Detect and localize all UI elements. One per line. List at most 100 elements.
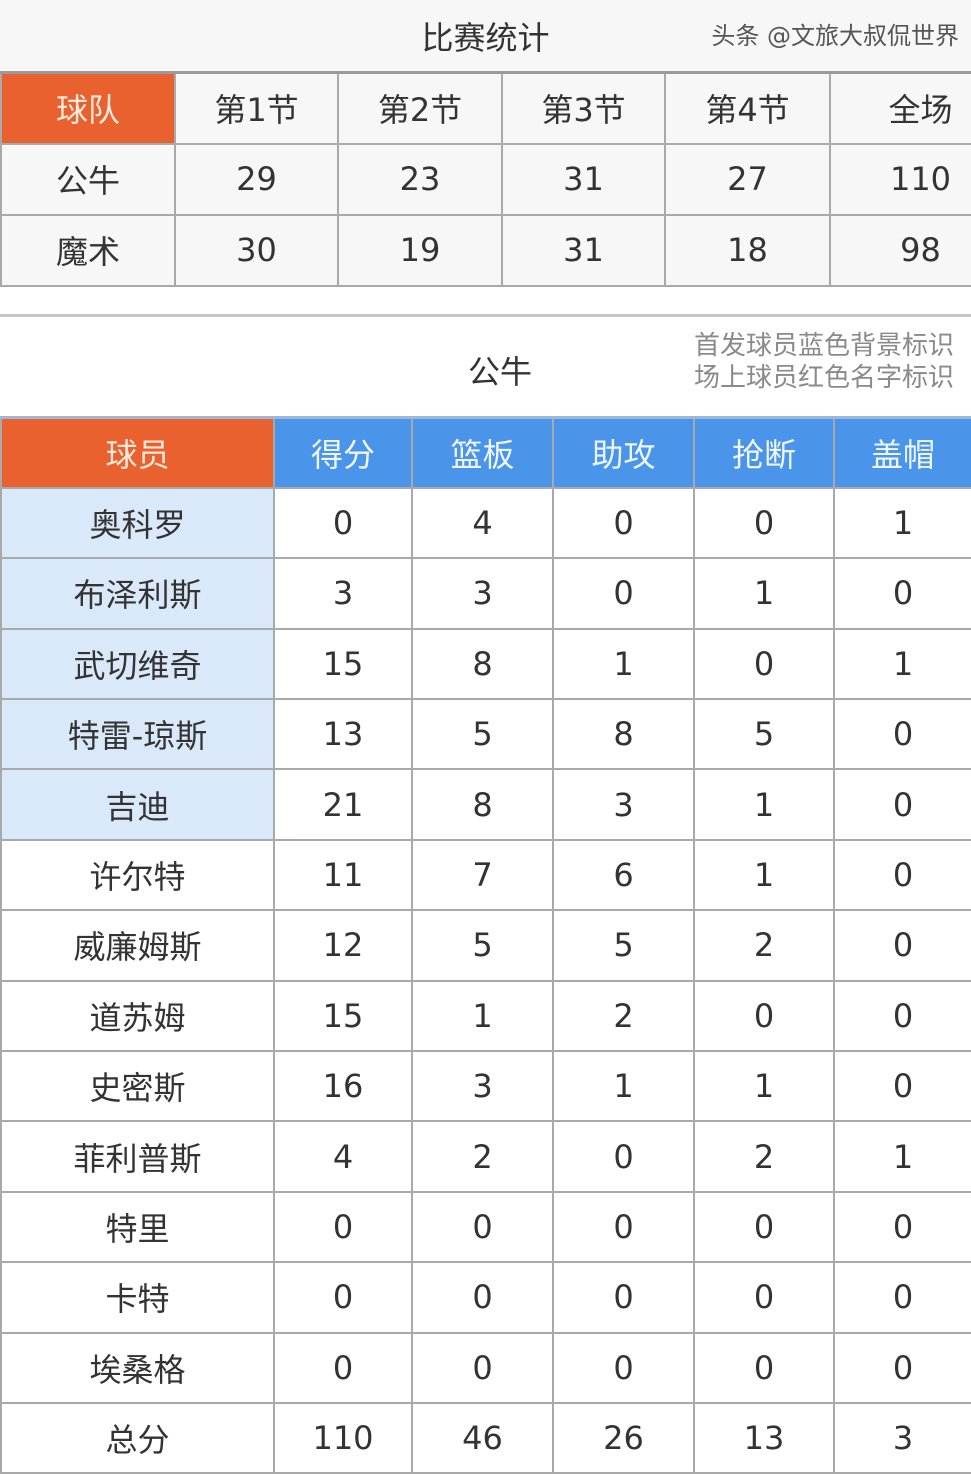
player-name: 布泽利斯: [0, 557, 275, 630]
stat-cell: 3: [411, 557, 554, 630]
player-row: 威廉姆斯 12 5 5 2 0: [0, 909, 971, 982]
player-name: 威廉姆斯: [0, 909, 275, 982]
player-row: 道苏姆 15 1 2 0 0: [0, 979, 971, 1053]
stat-cell: 5: [411, 698, 554, 771]
column-header: 第2节: [337, 71, 503, 145]
stat-cell: 1: [693, 768, 835, 841]
player-row: 总分 110 46 26 13 3: [0, 1401, 971, 1474]
stat-cell: 6: [552, 838, 695, 912]
stat-cell: 7: [411, 838, 554, 912]
stat-cell: 0: [552, 1120, 695, 1193]
section-divider: [0, 314, 971, 317]
stat-cell: 0: [833, 838, 971, 912]
column-header: 第4节: [664, 71, 831, 145]
stat-cell: 110: [273, 1401, 413, 1474]
stat-cell: 3: [273, 557, 413, 630]
team-row: 公牛 29 23 31 27 110: [0, 142, 971, 216]
legend-note: 首发球员蓝色背景标识 场上球员红色名字标识: [694, 330, 954, 394]
column-header: 球队: [0, 71, 176, 145]
player-name: 史密斯: [0, 1050, 275, 1123]
stat-cell: 13: [693, 1401, 835, 1474]
stat-cell: 3: [552, 768, 695, 841]
stat-cell: 5: [693, 698, 835, 771]
stat-cell: 15: [273, 979, 413, 1053]
stat-cell: 1: [411, 979, 554, 1053]
stat-cell: 1: [693, 838, 835, 912]
column-header: 球员: [0, 415, 275, 489]
column-header: 盖帽: [833, 415, 971, 489]
column-header: 篮板: [411, 415, 554, 489]
stat-cell: 11: [273, 838, 413, 912]
player-name: 卡特: [0, 1261, 275, 1334]
stat-cell: 0: [693, 1261, 835, 1334]
stat-cell: 0: [833, 979, 971, 1053]
stat-cell: 1: [693, 557, 835, 630]
legend-on-court: 场上球员红色名字标识: [694, 363, 955, 393]
stat-cell: 0: [693, 1190, 835, 1264]
stat-cell: 1: [552, 1050, 695, 1123]
team-name: 魔术: [0, 213, 176, 287]
stat-cell: 1: [833, 486, 971, 560]
team-title: 公牛: [467, 353, 532, 391]
stat-cell: 0: [552, 1261, 695, 1334]
column-header: 抢断: [693, 415, 835, 489]
stat-cell: 15: [273, 627, 413, 701]
score-cell: 98: [829, 213, 971, 287]
stat-cell: 0: [411, 1190, 554, 1264]
stat-cell: 0: [833, 698, 971, 771]
stat-cell: 0: [693, 1331, 835, 1404]
stat-cell: 0: [833, 1050, 971, 1123]
stat-cell: 0: [833, 909, 971, 982]
score-cell: 27: [664, 142, 831, 216]
player-row: 武切维奇 15 8 1 0 1: [0, 627, 971, 701]
score-cell: 30: [174, 213, 339, 287]
player-name: 吉迪: [0, 768, 275, 841]
player-stats-table: 球员 得分 篮板 助攻 抢断 盖帽 奥科罗 0 4 0 0 1 布泽利斯 3 3 0 1 0 武切维奇 15 8 1 0 1…: [0, 415, 971, 1474]
column-header: 全场: [829, 71, 971, 145]
stat-cell: 12: [273, 909, 413, 982]
stat-cell: 1: [833, 627, 971, 701]
player-row: 吉迪 21 8 3 1 0: [0, 768, 971, 841]
stat-cell: 2: [411, 1120, 554, 1193]
stat-cell: 1: [552, 627, 695, 701]
stat-cell: 0: [693, 486, 835, 560]
stat-cell: 1: [693, 1050, 835, 1123]
stat-cell: 26: [552, 1401, 695, 1474]
stat-cell: 0: [273, 1261, 413, 1334]
stat-cell: 0: [833, 1331, 971, 1404]
player-row: 史密斯 16 3 1 1 0: [0, 1050, 971, 1123]
score-cell: 31: [501, 213, 666, 287]
player-name: 总分: [0, 1401, 275, 1474]
stat-cell: 1: [833, 1120, 971, 1193]
player-row: 布泽利斯 3 3 0 1 0: [0, 557, 971, 630]
player-name: 埃桑格: [0, 1331, 275, 1404]
player-name: 武切维奇: [0, 627, 275, 701]
team-row: 魔术 30 19 31 18 98: [0, 213, 971, 287]
stat-cell: 0: [411, 1331, 554, 1404]
player-row: 特里 0 0 0 0 0: [0, 1190, 971, 1264]
stat-cell: 0: [833, 557, 971, 630]
player-name: 奥科罗: [0, 486, 275, 560]
player-row: 卡特 0 0 0 0 0: [0, 1261, 971, 1334]
stat-cell: 46: [411, 1401, 554, 1474]
player-row: 特雷-琼斯 13 5 8 5 0: [0, 698, 971, 771]
score-cell: 110: [829, 142, 971, 216]
column-header: 第1节: [174, 71, 339, 145]
player-row: 许尔特 11 7 6 1 0: [0, 838, 971, 912]
stat-cell: 0: [552, 486, 695, 560]
player-row: 奥科罗 0 4 0 0 1: [0, 486, 971, 560]
player-name: 许尔特: [0, 838, 275, 912]
stat-cell: 8: [411, 627, 554, 701]
stat-cell: 16: [273, 1050, 413, 1123]
column-header: 得分: [273, 415, 413, 489]
legend-starter: 首发球员蓝色背景标识: [694, 331, 955, 361]
column-header: 助攻: [552, 415, 695, 489]
player-name: 道苏姆: [0, 979, 275, 1053]
stat-cell: 5: [411, 909, 554, 982]
player-row: 菲利普斯 4 2 0 2 1: [0, 1120, 971, 1193]
column-header: 第3节: [501, 71, 666, 145]
stat-cell: 3: [833, 1401, 971, 1474]
stat-cell: 0: [552, 1331, 695, 1404]
player-name: 菲利普斯: [0, 1120, 275, 1193]
player-name: 特雷-琼斯: [0, 698, 275, 771]
